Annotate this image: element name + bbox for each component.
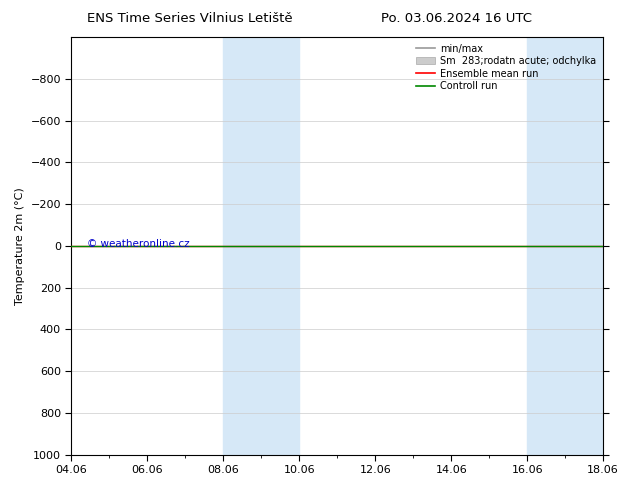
- Y-axis label: Temperature 2m (°C): Temperature 2m (°C): [15, 187, 25, 305]
- Bar: [223, 37, 299, 455]
- Text: Po. 03.06.2024 16 UTC: Po. 03.06.2024 16 UTC: [381, 12, 532, 25]
- Legend: min/max, Sm  283;rodatn acute; odchylka, Ensemble mean run, Controll run: min/max, Sm 283;rodatn acute; odchylka, …: [414, 42, 598, 93]
- Text: ENS Time Series Vilnius Letiště: ENS Time Series Vilnius Letiště: [87, 12, 293, 25]
- Text: © weatheronline.cz: © weatheronline.cz: [87, 239, 190, 249]
- Bar: [527, 37, 603, 455]
